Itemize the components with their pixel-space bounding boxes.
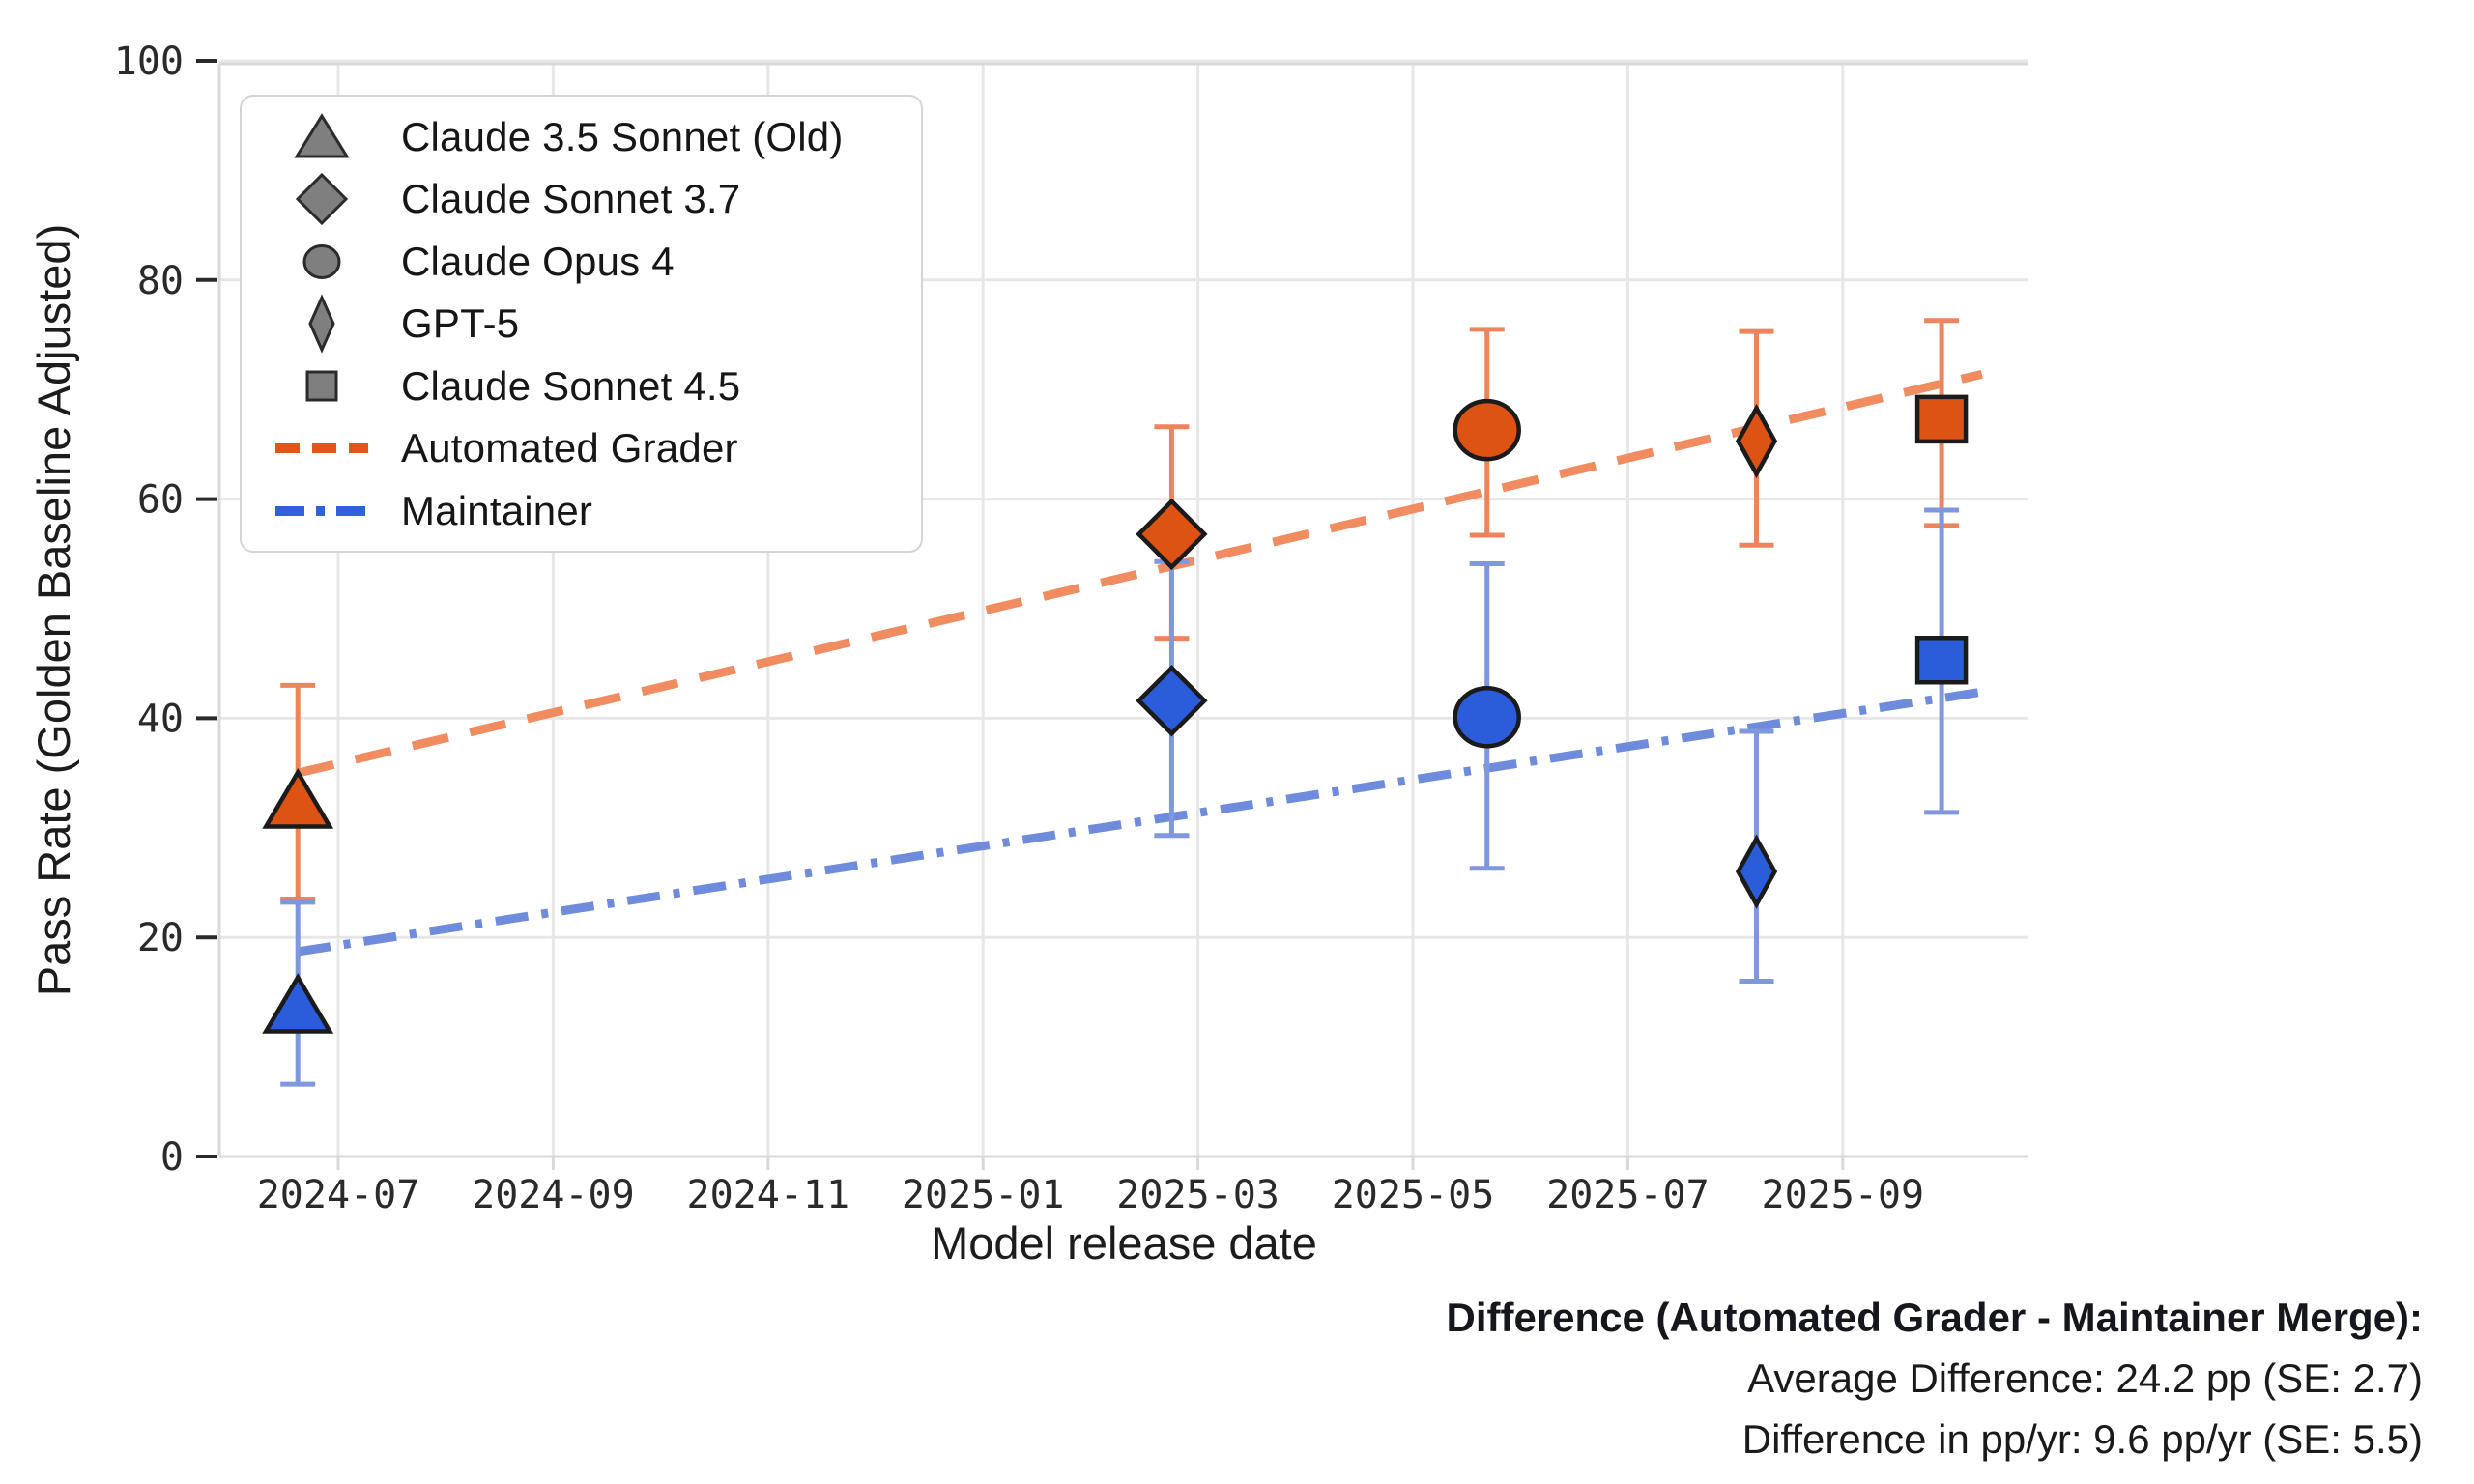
x-axis-title: Model release date bbox=[931, 1217, 1317, 1269]
difference-per-year-line: Difference in pp/yr: 9.6 pp/yr (SE: 5.5) bbox=[1741, 1416, 2423, 1462]
legend-item-label: Claude Sonnet 3.7 bbox=[401, 176, 741, 221]
difference-annotation: Difference (Automated Grader - Maintaine… bbox=[1446, 1287, 2423, 1470]
legend-item-maintainer: Maintainer bbox=[242, 479, 921, 542]
average-difference-line: Average Difference: 24.2 pp (SE: 2.7) bbox=[1747, 1356, 2423, 1401]
legend-item-label: GPT-5 bbox=[401, 300, 520, 346]
marker-automated-grader-claude-sonnet-4-5 bbox=[1914, 394, 1969, 444]
y-tick-label: 40 bbox=[137, 697, 184, 741]
y-axis: 0 20 40 60 80 100 bbox=[114, 40, 217, 1180]
x-tick-label: 2024-09 bbox=[472, 1173, 635, 1217]
error-bars-maintainer bbox=[280, 507, 1960, 1087]
marker-automated-grader-claude-sonnet-3-7 bbox=[1136, 498, 1208, 571]
marker-automated-grader-gpt-5 bbox=[1735, 403, 1778, 479]
diamond-marker-icon bbox=[242, 168, 401, 230]
x-tick-label: 2025-01 bbox=[902, 1173, 1065, 1217]
dashdot-line-icon bbox=[242, 480, 401, 542]
markers-automated-grader bbox=[262, 394, 1969, 829]
legend-item-gpt-5: GPT-5 bbox=[242, 293, 921, 356]
legend-item-label: Maintainer bbox=[401, 487, 593, 533]
difference-annotation-title: Difference (Automated Grader - Maintaine… bbox=[1446, 1295, 2423, 1340]
marker-maintainer-claude-opus-4 bbox=[1453, 686, 1521, 749]
x-tick-label: 2025-07 bbox=[1546, 1173, 1710, 1217]
trend-line-maintainer bbox=[297, 687, 1983, 956]
legend-item-claude-sonnet-37: Claude Sonnet 3.7 bbox=[242, 168, 921, 231]
x-tick-label: 2025-05 bbox=[1332, 1173, 1495, 1217]
legend-item-claude-opus-4: Claude Opus 4 bbox=[242, 230, 921, 293]
trend-line-automated-grader bbox=[297, 369, 1983, 778]
x-tick-label: 2025-09 bbox=[1762, 1173, 1925, 1217]
marker-maintainer-claude-sonnet-3-7 bbox=[1136, 665, 1208, 737]
marker-maintainer-claude-3-5-sonnet-old bbox=[262, 973, 334, 1034]
circle-marker-icon bbox=[242, 231, 401, 293]
axes-spines bbox=[217, 62, 2028, 1158]
y-tick-label: 80 bbox=[137, 259, 184, 303]
y-tick-label: 100 bbox=[114, 40, 184, 84]
y-tick-label: 60 bbox=[137, 478, 184, 523]
legend-item-label: Claude 3.5 Sonnet (Old) bbox=[401, 113, 844, 159]
dashed-line-icon bbox=[242, 417, 401, 479]
legend-item-label: Claude Sonnet 4.5 bbox=[401, 362, 741, 409]
x-tick-label: 2024-11 bbox=[687, 1173, 850, 1217]
x-axis: 2024-07 2024-09 2024-11 2025-01 2025-03 2025-… bbox=[257, 1156, 1924, 1217]
triangle-marker-icon bbox=[242, 106, 401, 168]
markers-maintainer bbox=[262, 636, 1969, 1034]
marker-maintainer-claude-sonnet-4-5 bbox=[1914, 636, 1969, 685]
y-tick-label: 20 bbox=[137, 916, 184, 960]
marker-automated-grader-claude-3-5-sonnet-old bbox=[262, 768, 334, 829]
legend-item-claude-sonnet-45: Claude Sonnet 4.5 bbox=[242, 355, 921, 417]
legend: Claude 3.5 Sonnet (Old) Claude Sonnet 3.… bbox=[240, 95, 923, 553]
x-tick-label: 2024-07 bbox=[257, 1173, 420, 1217]
y-axis-title: Pass Rate (Golden Baseline Adjusted) bbox=[28, 224, 79, 996]
x-tick-label: 2025-03 bbox=[1116, 1173, 1280, 1217]
thin-diamond-marker-icon bbox=[242, 293, 401, 355]
marker-maintainer-gpt-5 bbox=[1735, 834, 1778, 909]
marker-automated-grader-claude-opus-4 bbox=[1453, 398, 1521, 462]
legend-item-claude-35-sonnet-old: Claude 3.5 Sonnet (Old) bbox=[242, 105, 921, 168]
y-tick-label: 0 bbox=[160, 1135, 184, 1180]
legend-item-label: Claude Opus 4 bbox=[401, 238, 675, 284]
legend-item-automated-grader: Automated Grader bbox=[242, 417, 921, 480]
legend-item-label: Automated Grader bbox=[401, 425, 738, 471]
square-marker-icon bbox=[242, 356, 401, 417]
